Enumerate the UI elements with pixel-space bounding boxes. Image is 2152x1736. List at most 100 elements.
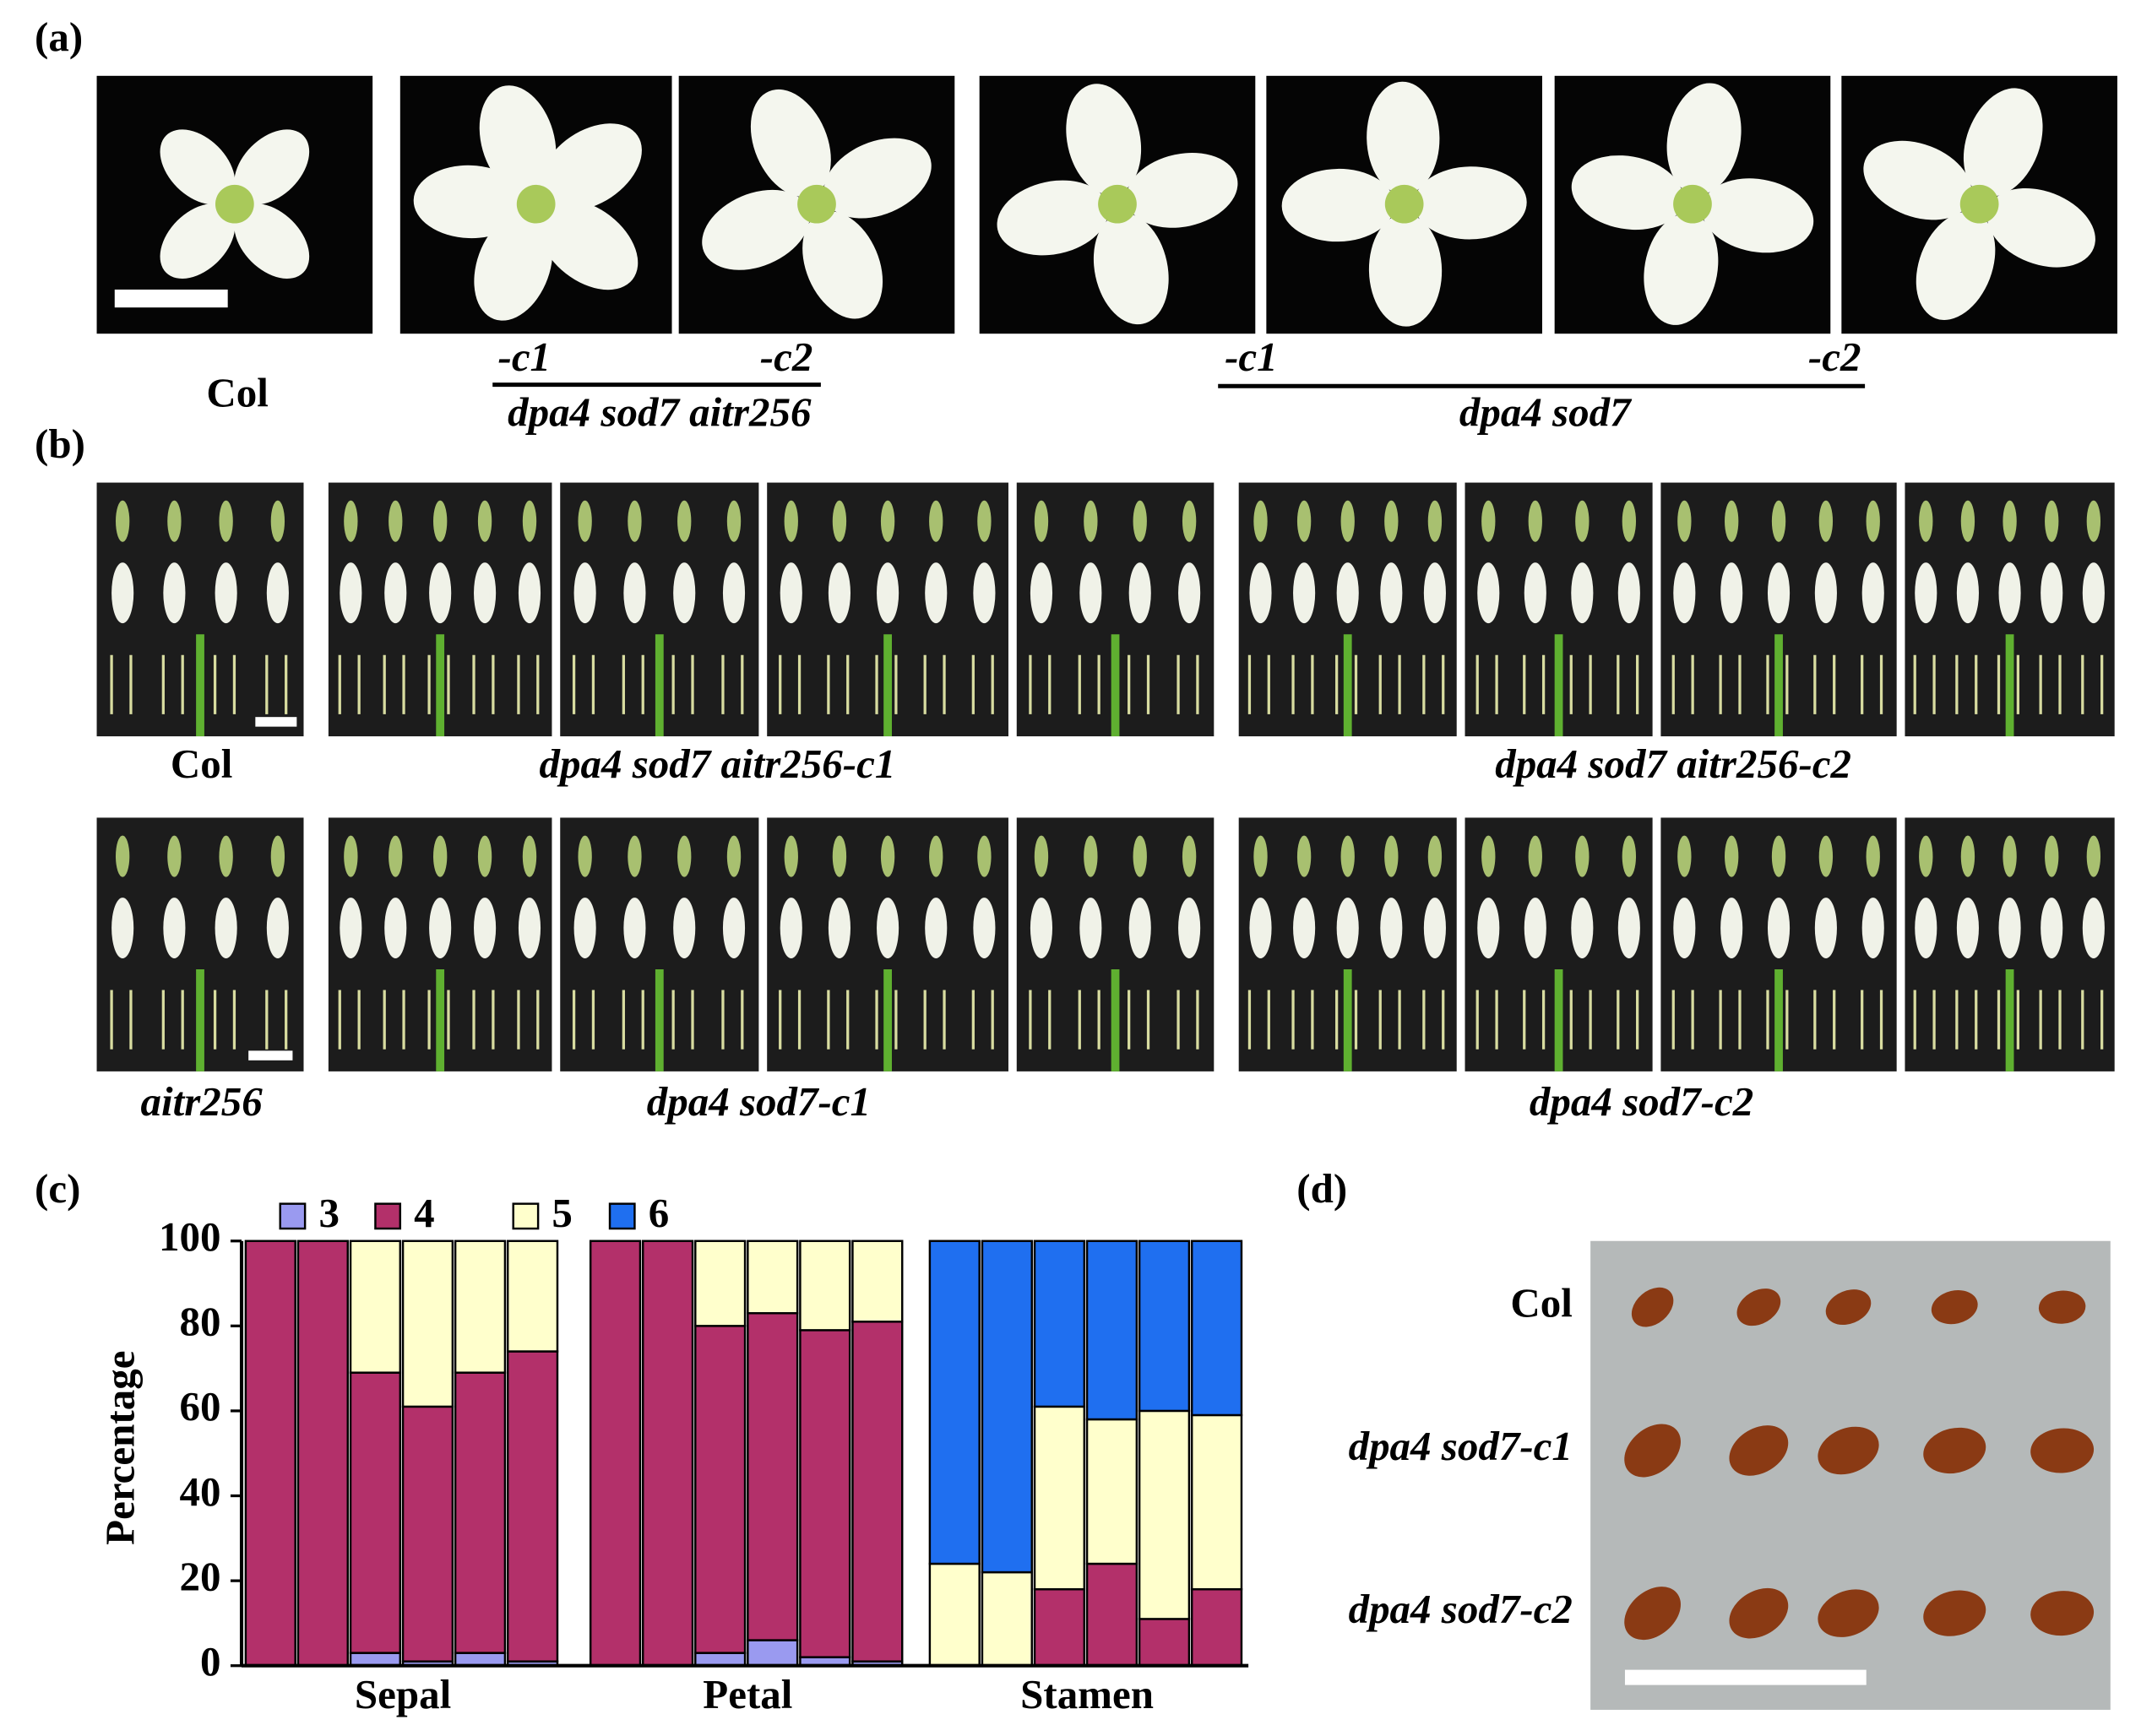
petal (722, 562, 746, 624)
petal (1986, 187, 2095, 268)
petal (1178, 898, 1201, 958)
petal (573, 898, 596, 958)
bar-segment (747, 1639, 799, 1667)
bar-segment (694, 1325, 747, 1654)
flower-center (516, 184, 556, 224)
petal (1423, 562, 1446, 624)
petal (1423, 898, 1446, 958)
sepal (784, 500, 798, 542)
y-tick-label: 80 (180, 1299, 221, 1345)
petal (1998, 562, 2021, 624)
petal (823, 138, 932, 219)
sepal (1919, 500, 1933, 542)
flower-center (1673, 184, 1712, 224)
legend-swatch (512, 1202, 540, 1230)
petal (340, 898, 362, 958)
petal (802, 211, 883, 319)
sepal (1575, 500, 1590, 542)
petal (540, 123, 642, 211)
bar-segment (928, 1240, 981, 1565)
sepal (1960, 500, 1975, 542)
bar-segment (401, 1405, 454, 1663)
petal (474, 898, 497, 958)
sepal (628, 500, 642, 542)
sepal (1182, 835, 1197, 877)
sepal (1622, 500, 1637, 542)
sepal (832, 835, 847, 877)
sepal (2086, 835, 2101, 877)
sepal (832, 500, 847, 542)
sepal (1622, 835, 1637, 877)
petal (215, 898, 237, 958)
petal (1998, 898, 2021, 958)
petal (538, 199, 639, 290)
bar-segment (296, 1240, 349, 1667)
sepal (929, 835, 943, 877)
petal (1617, 562, 1640, 624)
panel-label: (c) (35, 1165, 80, 1212)
flower-center (1959, 184, 1999, 224)
sepal (344, 500, 358, 542)
panel-label: (d) (1296, 1165, 1347, 1212)
petal (702, 189, 810, 270)
legend-label: 4 (414, 1190, 434, 1236)
bar-segment (981, 1571, 1033, 1667)
petal (1915, 898, 1937, 958)
sepal (389, 835, 403, 877)
y-tick-label: 40 (180, 1468, 221, 1515)
sepal (1084, 835, 1098, 877)
petal (1093, 213, 1169, 325)
genotype-label: dpa4 sod7 aitr256 (508, 388, 812, 435)
bar-segment (589, 1240, 642, 1667)
seed (1624, 1424, 1681, 1478)
bar-segment (981, 1240, 1033, 1574)
petal (573, 562, 596, 624)
petal (973, 562, 996, 624)
petal (1414, 166, 1527, 240)
bar-segment (1085, 1418, 1138, 1565)
seed (1631, 1287, 1674, 1327)
genotype-label: aitr256 (141, 1078, 264, 1125)
sepal (1481, 500, 1496, 542)
sepal (1677, 500, 1692, 542)
petal (1079, 562, 1102, 624)
petal (1814, 562, 1837, 624)
y-tick-label: 20 (180, 1553, 221, 1599)
petal (429, 898, 452, 958)
legend-swatch (374, 1202, 402, 1230)
sepal (677, 500, 692, 542)
sepal (628, 835, 642, 877)
petal (780, 898, 802, 958)
scale-bar (114, 289, 228, 308)
petal (1617, 898, 1640, 958)
sepal (1384, 500, 1399, 542)
genotype-label: Col (206, 370, 268, 416)
legend-label: 6 (649, 1190, 670, 1236)
petal (1128, 898, 1151, 958)
bar-segment (506, 1350, 559, 1663)
petal (160, 203, 236, 279)
sepal (1133, 835, 1147, 877)
genotype-label: dpa4 sod7-c1 (1349, 1423, 1573, 1469)
petal (2041, 898, 2063, 958)
seed (1624, 1587, 1681, 1641)
petal (1673, 898, 1696, 958)
sepal (1575, 835, 1590, 877)
x-group-label: Petal (703, 1671, 792, 1717)
sepal (1528, 500, 1542, 542)
petal (479, 85, 557, 196)
flower-center (1384, 184, 1424, 224)
sepal (677, 835, 692, 877)
petal (1915, 562, 1937, 624)
petal (1863, 140, 1972, 220)
petal (828, 562, 850, 624)
genotype-label: dpa4 sod7-c2 (1530, 1078, 1753, 1125)
petal (1066, 84, 1142, 195)
panel-label: (b) (35, 420, 85, 467)
flower-center (215, 184, 254, 224)
bar-segment (851, 1321, 904, 1663)
petal (1571, 155, 1683, 231)
genotype-label: dpa4 sod7 aitr256-c1 (540, 741, 896, 787)
sepal (1481, 835, 1496, 877)
